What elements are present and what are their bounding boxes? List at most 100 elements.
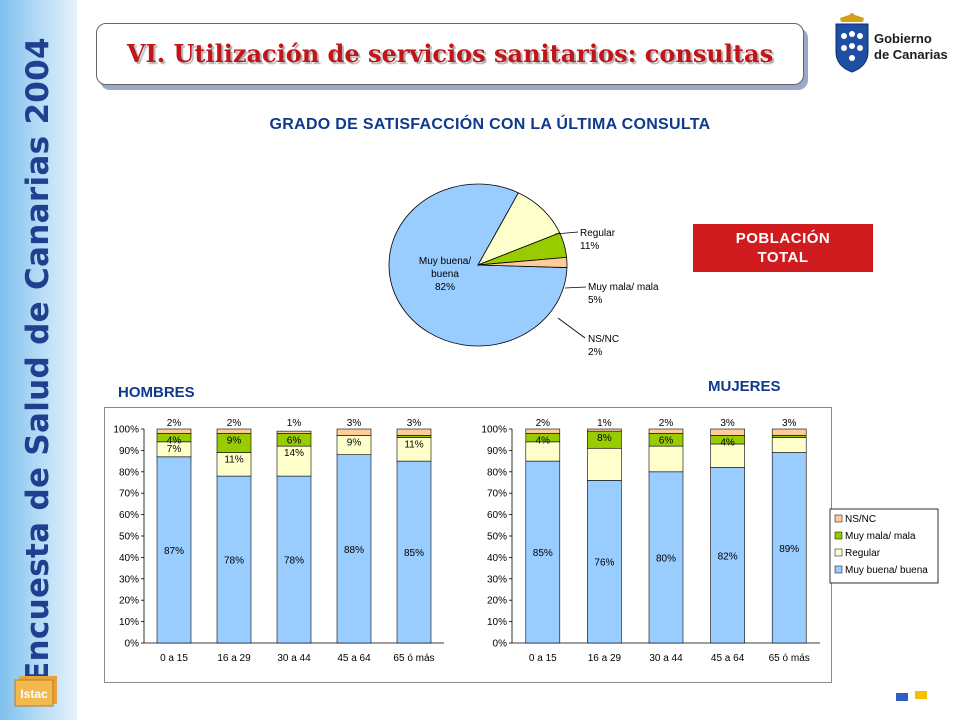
bar-segment	[587, 480, 622, 644]
y-tick-label: 50%	[487, 532, 507, 543]
x-tick-label: 0 a 15	[160, 653, 188, 664]
logo-line2: de Canarias	[874, 47, 948, 62]
bar-data-label: 89%	[779, 544, 799, 555]
y-tick-label: 10%	[487, 617, 507, 628]
pie-leader-line	[564, 286, 587, 289]
bar-segment	[216, 428, 252, 434]
bar-segment	[336, 428, 372, 436]
title-banner: VI. Utilización de servicios sanitarios:…	[96, 23, 804, 85]
bar-segment	[648, 471, 684, 644]
bar-segment	[771, 452, 807, 644]
legend-swatch	[834, 548, 843, 557]
bar-data-label: 88%	[344, 545, 364, 556]
coat-of-arms-icon	[835, 13, 869, 73]
bar-segment	[771, 435, 807, 438]
bar-data-label: 9%	[227, 435, 242, 446]
bar-segment	[156, 456, 192, 644]
bar-data-label: 80%	[656, 553, 676, 564]
bar-data-label: 9%	[347, 437, 362, 448]
bar-segment	[396, 435, 432, 438]
x-tick-label: 65 ó más	[769, 653, 810, 664]
mujeres-label: MUJERES	[708, 378, 781, 395]
y-tick-label: 20%	[119, 596, 139, 607]
logo-line1: Gobierno	[874, 31, 932, 46]
y-tick-label: 0%	[125, 639, 140, 650]
x-tick-label: 16 a 29	[217, 653, 251, 664]
bar-data-label: 2%	[227, 418, 242, 429]
pie-label: NS/NC	[588, 334, 619, 345]
sidebar: Encuesta de Salud de Canarias 2004 Istac	[0, 0, 77, 720]
legend-swatch	[834, 514, 843, 523]
y-tick-label: 100%	[113, 425, 139, 436]
pie-slice	[477, 256, 568, 268]
bar-segment	[587, 447, 622, 481]
bar-segment	[525, 428, 561, 434]
hombres-label: HOMBRES	[118, 384, 195, 401]
bar-data-label: 11%	[404, 440, 423, 451]
pie-label: Muy buena/	[419, 256, 471, 267]
y-tick-label: 0%	[493, 639, 508, 650]
x-tick-label: 30 a 44	[649, 653, 683, 664]
x-tick-label: 16 a 29	[588, 653, 622, 664]
bar-data-label: 78%	[224, 556, 244, 567]
pie-label: buena	[431, 269, 459, 280]
y-tick-label: 80%	[487, 467, 507, 478]
x-tick-label: 30 a 44	[277, 653, 311, 664]
bar-data-label: 3%	[720, 418, 735, 429]
bar-data-label: 85%	[404, 548, 424, 559]
bar-segment	[396, 460, 432, 644]
bar-data-label: 11%	[224, 455, 243, 466]
bar-data-label: 85%	[533, 548, 553, 559]
pie-label: Regular	[580, 228, 616, 239]
bar-data-label: 4%	[536, 435, 551, 446]
y-tick-label: 60%	[119, 510, 139, 521]
bar-segment	[648, 445, 684, 473]
x-tick-label: 0 a 15	[529, 653, 557, 664]
page-title: VI. Utilización de servicios sanitarios:…	[126, 39, 774, 68]
bar-segment	[648, 428, 684, 434]
x-tick-label: 65 ó más	[393, 653, 434, 664]
bar-segment	[276, 475, 312, 644]
pie-leader-line	[554, 231, 579, 235]
y-tick-label: 40%	[119, 553, 139, 564]
bar-data-label: 2%	[167, 418, 182, 429]
bar-data-label: 4%	[720, 437, 735, 448]
bar-data-label: 1%	[287, 418, 302, 429]
x-tick-label: 45 a 64	[711, 653, 745, 664]
pie-label: 5%	[588, 295, 603, 306]
bar-segment	[771, 428, 807, 436]
poblacion-total-badge: POBLACIÓN TOTAL	[693, 224, 873, 272]
bar-data-label: 76%	[594, 558, 614, 569]
corner-decoration	[896, 691, 927, 701]
x-tick-label: 45 a 64	[337, 653, 371, 664]
legend-swatch	[834, 531, 843, 540]
bar-segment	[710, 428, 745, 436]
y-tick-label: 60%	[487, 510, 507, 521]
y-tick-label: 70%	[487, 489, 507, 500]
bar-data-label: 6%	[287, 435, 302, 446]
y-tick-label: 30%	[487, 574, 507, 585]
bar-data-label: 3%	[407, 418, 422, 429]
istac-logo-text: Istac	[20, 687, 48, 701]
y-tick-label: 30%	[119, 574, 139, 585]
bar-segment	[336, 454, 372, 644]
bar-data-label: 78%	[284, 556, 304, 567]
y-tick-label: 40%	[487, 553, 507, 564]
gobierno-de-canarias-logo: Gobierno de Canarias	[835, 13, 948, 73]
pie-label: Muy mala/ mala	[588, 282, 659, 293]
y-tick-label: 70%	[119, 489, 139, 500]
bar-data-label: 2%	[659, 418, 674, 429]
bar-data-label: 3%	[782, 418, 797, 429]
legend-label: Regular	[845, 548, 881, 559]
badge-line1: POBLACIÓN	[735, 230, 831, 247]
bar-segment	[771, 437, 807, 453]
bar-segment	[587, 428, 622, 432]
bar-segment	[216, 475, 252, 644]
bar-data-label: 4%	[167, 435, 182, 446]
badge-line2: TOTAL	[757, 249, 809, 266]
bar-segment	[156, 428, 192, 434]
bar-data-label: 3%	[347, 418, 362, 429]
istac-logo: Istac	[14, 676, 57, 707]
bar-data-label: 7%	[167, 444, 182, 455]
